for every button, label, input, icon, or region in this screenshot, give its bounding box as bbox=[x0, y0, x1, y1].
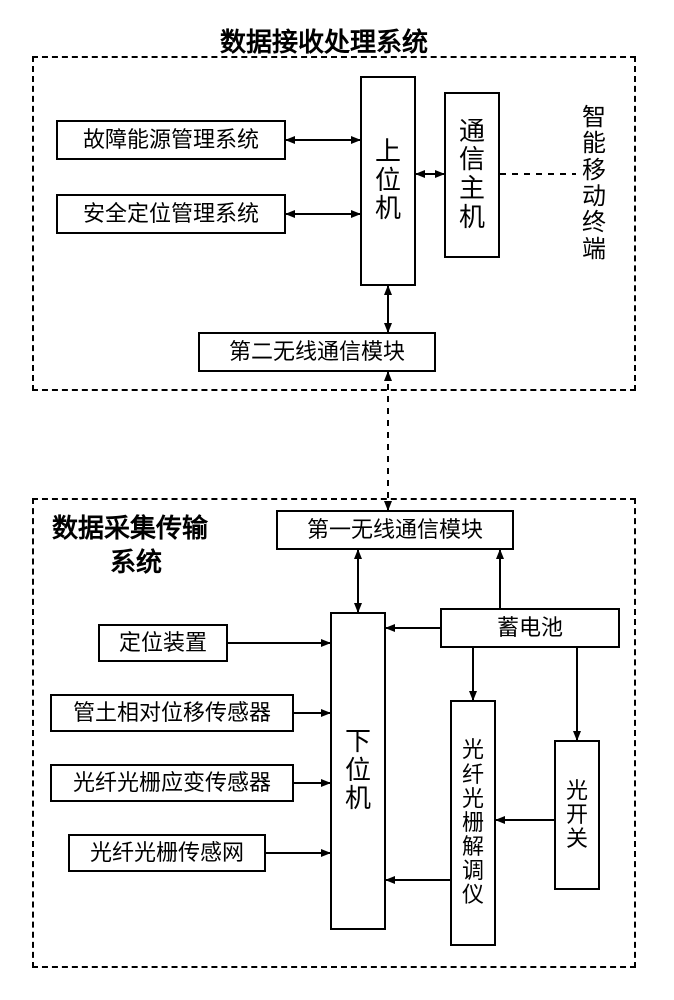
locator-label: 定位装置 bbox=[119, 630, 207, 656]
fault-mgmt: 故障能源管理系统 bbox=[56, 120, 286, 160]
first-wireless: 第一无线通信模块 bbox=[276, 510, 514, 550]
lower-slave: 下位机 bbox=[330, 612, 386, 930]
smart-terminal-label: 智能移动终端 bbox=[582, 105, 606, 263]
fault-mgmt-label: 故障能源管理系统 bbox=[83, 127, 259, 153]
battery: 蓄电池 bbox=[440, 608, 620, 648]
locator: 定位装置 bbox=[98, 624, 228, 662]
fbg-demod: 光纤光栅解调仪 bbox=[450, 700, 496, 946]
comm-host-label: 通信主机 bbox=[459, 118, 485, 232]
fbg-demod-label: 光纤光栅解调仪 bbox=[462, 738, 484, 907]
lower-slave-label: 下位机 bbox=[345, 728, 371, 814]
fbg-sensor-net-label: 光纤光栅传感网 bbox=[90, 840, 244, 866]
first-wireless-label: 第一无线通信模块 bbox=[307, 517, 483, 543]
fbg-sensor-net: 光纤光栅传感网 bbox=[68, 834, 266, 872]
comm-host: 通信主机 bbox=[444, 92, 500, 258]
safe-loc-mgmt-label: 安全定位管理系统 bbox=[83, 201, 259, 227]
upper-master: 上位机 bbox=[360, 76, 416, 286]
smart-terminal: 智能移动终端 bbox=[576, 76, 612, 292]
fbg-strain-sensor: 光纤光栅应变传感器 bbox=[50, 764, 294, 802]
diagram-canvas: 数据接收处理系统 数据采集传输 系统 上位机 通信主机 智能移动终端 故障能源管… bbox=[0, 0, 674, 1000]
fbg-strain-sensor-label: 光纤光栅应变传感器 bbox=[73, 770, 271, 796]
battery-label: 蓄电池 bbox=[497, 615, 563, 641]
upper-system-title: 数据接收处理系统 bbox=[220, 22, 428, 59]
opt-switch-label: 光开关 bbox=[566, 779, 588, 852]
safe-loc-mgmt: 安全定位管理系统 bbox=[56, 194, 286, 234]
second-wireless-label: 第二无线通信模块 bbox=[229, 339, 405, 365]
second-wireless: 第二无线通信模块 bbox=[198, 332, 436, 372]
pipe-soil-sensor: 管土相对位移传感器 bbox=[50, 694, 294, 732]
opt-switch: 光开关 bbox=[554, 740, 600, 890]
upper-master-label: 上位机 bbox=[375, 138, 401, 224]
pipe-soil-sensor-label: 管土相对位移传感器 bbox=[73, 700, 271, 726]
